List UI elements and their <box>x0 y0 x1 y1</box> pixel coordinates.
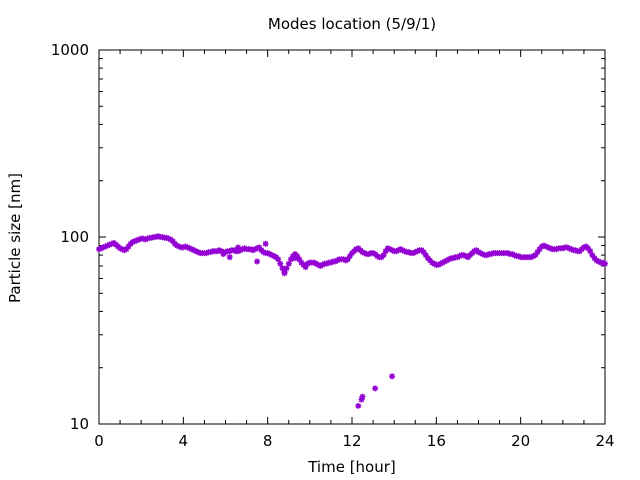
data-point <box>589 252 596 259</box>
x-axis-label: Time [hour] <box>307 458 396 476</box>
data-point <box>254 258 261 265</box>
data-point <box>235 244 242 251</box>
data-point <box>262 240 269 247</box>
x-tick-label: 20 <box>511 432 530 450</box>
data-point <box>602 260 608 267</box>
data-point <box>226 254 233 261</box>
plot-frame <box>98 49 606 425</box>
data-point <box>422 252 429 259</box>
x-tick-label: 0 <box>94 432 104 450</box>
data-point <box>275 256 282 263</box>
x-tick-label: 12 <box>342 432 361 450</box>
y-tick-label: 10 <box>70 415 89 433</box>
data-point <box>281 270 288 277</box>
data-point <box>220 251 227 258</box>
y-axis-label: Particle size [nm] <box>6 173 24 303</box>
data-point <box>456 253 463 260</box>
data-point <box>359 393 366 400</box>
y-tick-label: 100 <box>60 228 89 246</box>
x-tick-label: 8 <box>263 432 273 450</box>
data-point <box>283 265 290 272</box>
x-tick-label: 16 <box>427 432 446 450</box>
chart-title: Modes location (5/9/1) <box>268 15 436 33</box>
data-point <box>292 255 299 262</box>
x-tick-label: 4 <box>179 432 189 450</box>
data-point <box>277 260 284 267</box>
data-point <box>285 260 292 267</box>
data-point <box>355 402 362 409</box>
data-series <box>96 233 608 409</box>
plot-area: 0 4 8 12 16 20 24 10 100 1000 <box>51 41 615 450</box>
y-tick-label: 1000 <box>51 41 89 59</box>
data-point <box>389 373 396 380</box>
data-point <box>302 264 309 271</box>
data-point <box>372 385 379 392</box>
x-tick-label: 24 <box>595 432 614 450</box>
